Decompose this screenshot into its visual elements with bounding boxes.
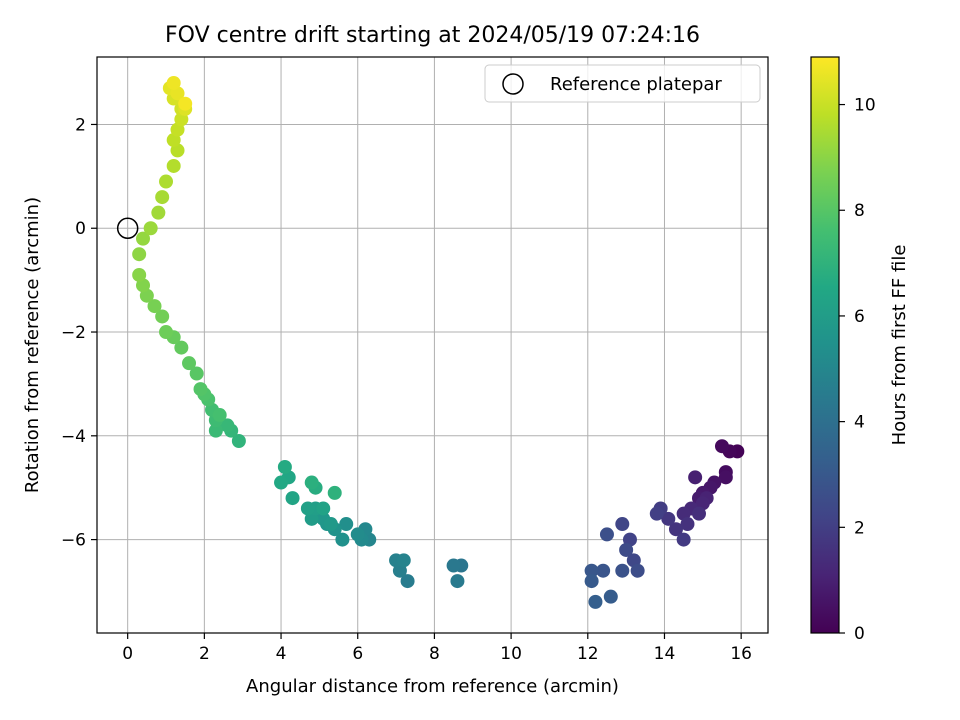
data-point [274, 475, 289, 490]
data-point [588, 594, 603, 609]
data-point [450, 574, 465, 589]
colorbar: 0 2 4 6 8 10 Hours from first FF file [810, 56, 910, 644]
data-point [584, 563, 599, 578]
data-point [446, 558, 461, 573]
data-point [615, 517, 630, 532]
legend-entry-reference: Reference platepar [550, 74, 722, 95]
colorbar-tick-label: 8 [854, 201, 865, 221]
colorbar-tick-label: 4 [854, 413, 865, 433]
y-tick-label: 0 [75, 219, 86, 239]
data-point [159, 325, 174, 340]
data-point [649, 506, 664, 521]
y-tick-label: −6 [61, 531, 86, 551]
x-tick-label: 12 [577, 644, 599, 664]
y-tick-label: 2 [75, 115, 86, 135]
colorbar-tick-label: 2 [854, 518, 865, 538]
data-point [193, 382, 208, 397]
data-point [661, 511, 676, 526]
x-axis-label: Angular distance from reference (arcmin) [246, 676, 619, 697]
colorbar-ticks: 0 2 4 6 8 10 [839, 96, 876, 644]
data-point [396, 553, 411, 568]
data-point [136, 231, 151, 246]
data-point [323, 517, 338, 532]
data-point [676, 532, 691, 547]
data-point [174, 340, 189, 355]
data-point [688, 470, 703, 485]
data-point [182, 356, 197, 371]
data-point [599, 527, 614, 542]
data-point [327, 485, 342, 500]
data-point [166, 75, 181, 90]
x-tick-label: 10 [500, 644, 522, 664]
data-point [285, 491, 300, 506]
x-tick-label: 0 [122, 644, 133, 664]
chart-title: FOV centre drift starting at 2024/05/19 … [165, 23, 700, 48]
axis-ticks: 0 2 4 6 8 10 12 14 16 −6 −4 −2 0 2 [61, 115, 752, 664]
x-tick-label: 8 [429, 644, 440, 664]
data-point [155, 309, 170, 324]
data-point [151, 205, 166, 220]
data-point [277, 459, 292, 474]
data-point [189, 366, 204, 381]
reference-marker-layer [116, 217, 139, 239]
data-point [178, 96, 193, 111]
data-point [316, 501, 331, 516]
data-point [166, 158, 181, 173]
data-point [400, 574, 415, 589]
data-point [619, 542, 634, 557]
data-point [159, 174, 174, 189]
x-tick-label: 2 [199, 644, 210, 664]
data-point [714, 439, 729, 454]
x-tick-label: 4 [276, 644, 287, 664]
colorbar-tick-label: 0 [854, 624, 865, 644]
colorbar-tick-label: 10 [854, 96, 876, 116]
data-point [603, 589, 618, 604]
data-point [335, 532, 350, 547]
plot-frame [96, 56, 769, 634]
colorbar-tick-label: 6 [854, 307, 865, 327]
data-point [231, 434, 246, 448]
data-point [630, 563, 645, 578]
legend-reference-marker [502, 73, 524, 95]
x-tick-label: 6 [352, 644, 363, 664]
data-point [691, 506, 706, 521]
scatter-points [132, 75, 745, 609]
data-point [596, 563, 611, 578]
data-point [350, 527, 365, 542]
colorbar-gradient [810, 56, 840, 634]
grid-lines [97, 57, 768, 633]
reference-platepar-marker [116, 217, 139, 239]
legend: Reference platepar [484, 64, 761, 103]
data-point [615, 563, 630, 578]
data-point [300, 501, 315, 516]
y-tick-label: −2 [61, 323, 86, 343]
y-tick-label: −4 [61, 427, 86, 447]
data-point [668, 522, 683, 537]
x-tick-label: 14 [654, 644, 676, 664]
colorbar-label: Hours from first FF file [889, 245, 910, 446]
data-point [132, 267, 147, 282]
data-point [132, 247, 147, 262]
data-point [680, 517, 695, 532]
data-point [147, 299, 162, 314]
data-point [718, 470, 733, 485]
data-point [584, 574, 599, 589]
data-point [212, 408, 227, 423]
data-point [143, 221, 158, 236]
x-tick-label: 16 [730, 644, 752, 664]
legend-box [484, 64, 761, 103]
data-point [155, 190, 170, 205]
data-point [220, 418, 235, 433]
data-point [304, 475, 319, 490]
data-point [339, 517, 354, 532]
data-point [208, 423, 223, 438]
y-axis-label: Rotation from reference (arcmin) [22, 197, 43, 493]
